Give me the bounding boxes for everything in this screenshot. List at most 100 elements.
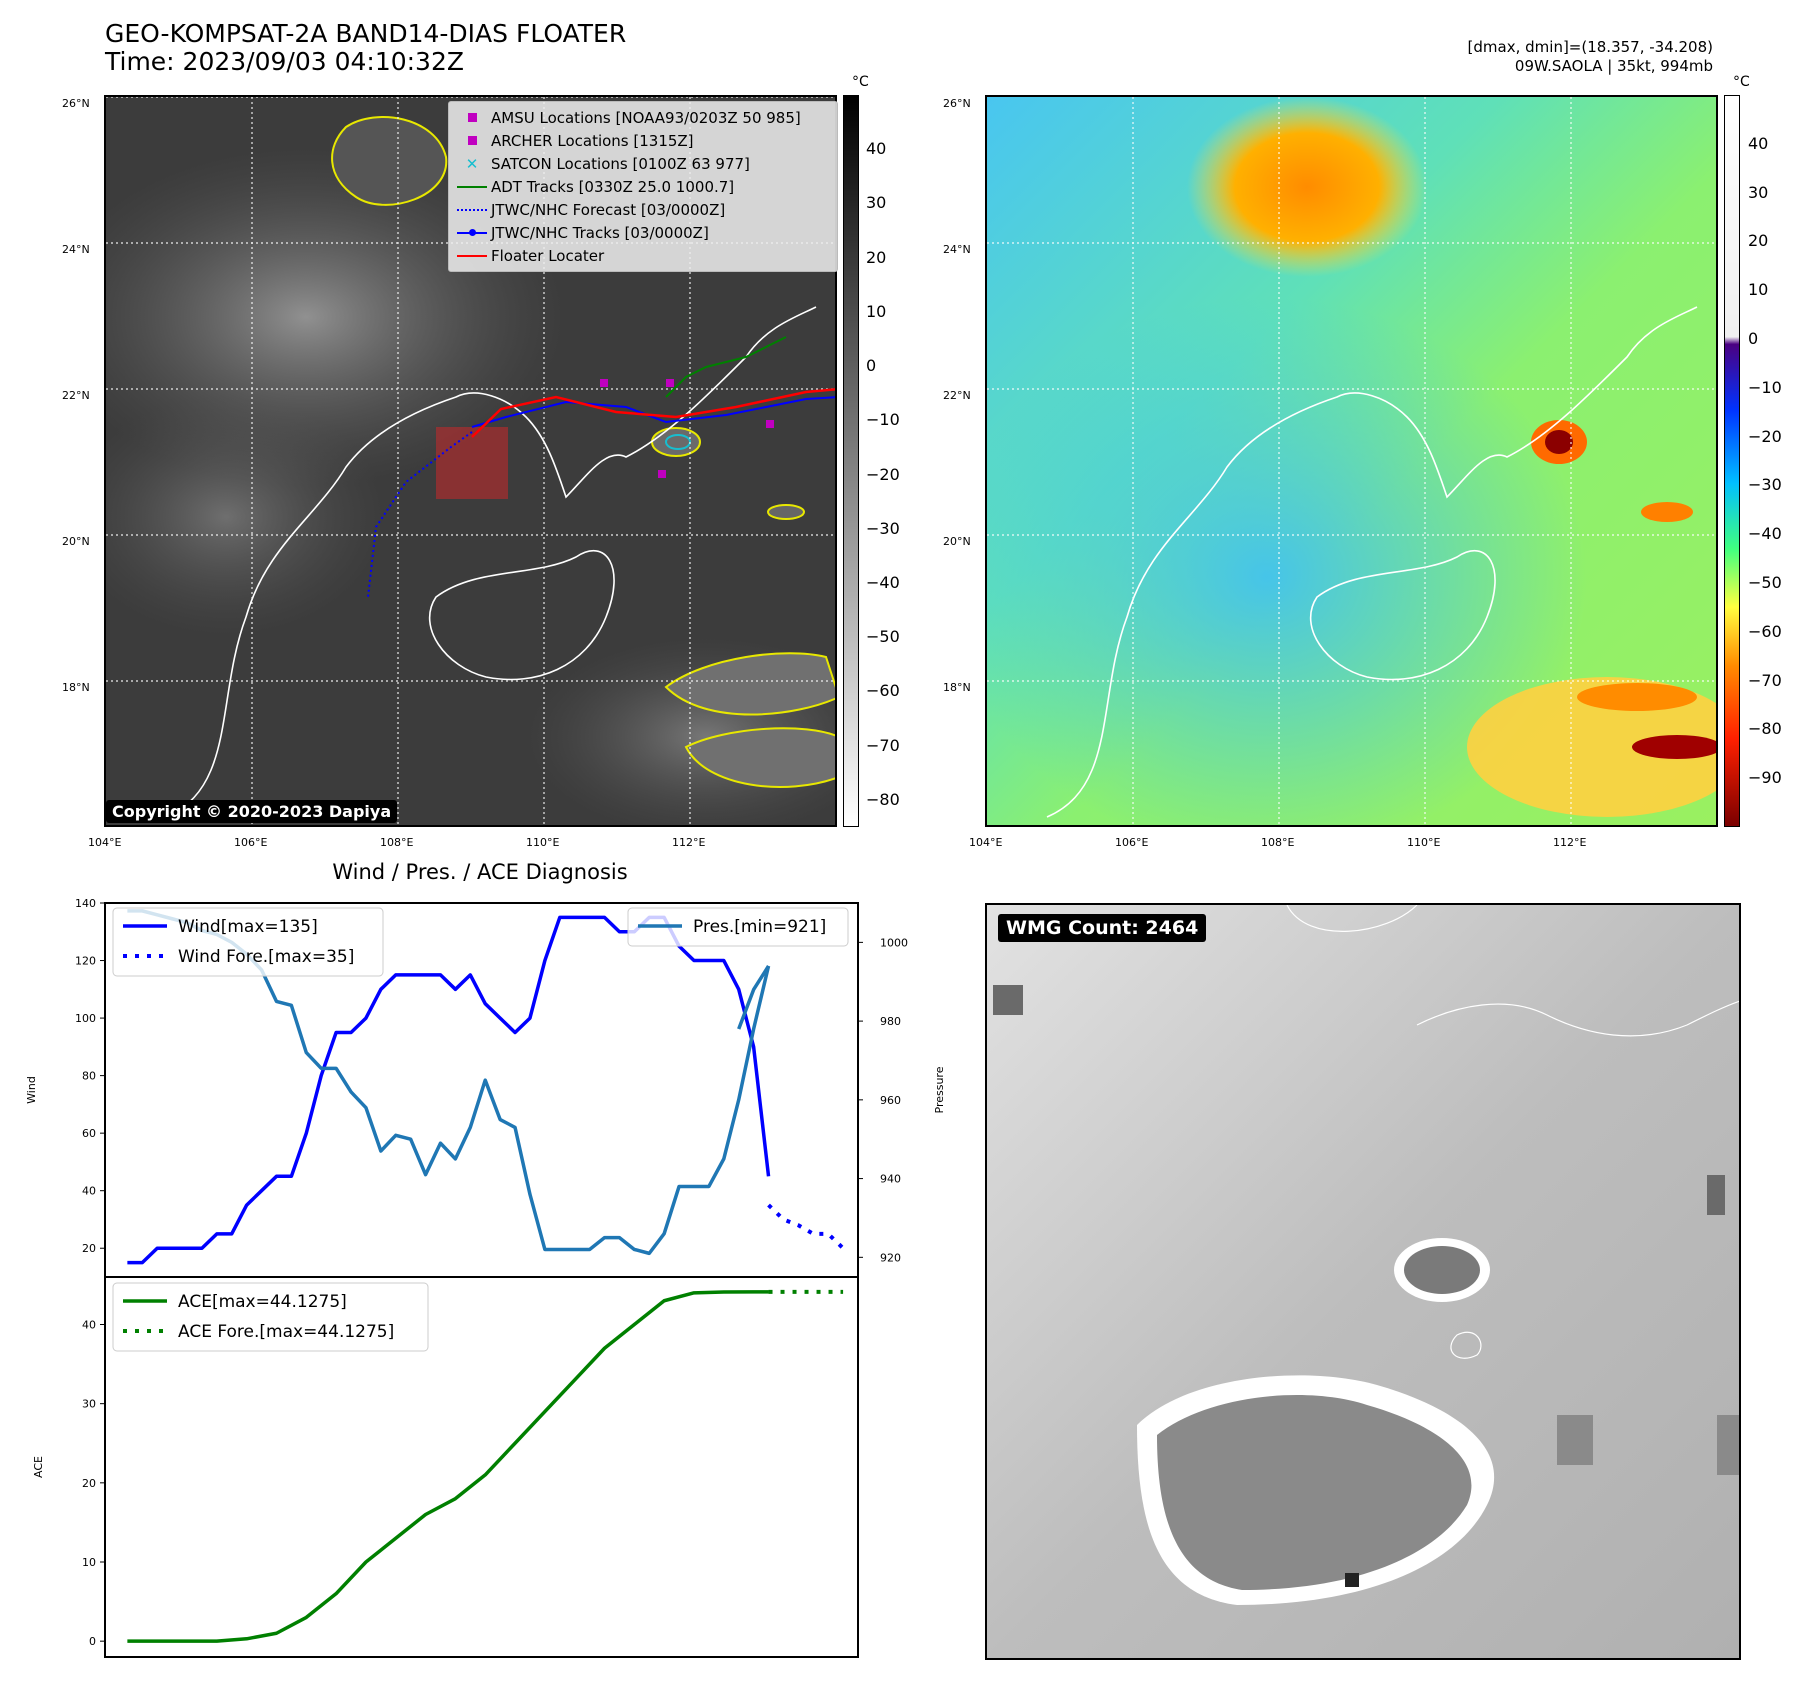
floater-box [436,427,508,499]
lon-label: 106°E [234,836,268,849]
legend-item-jtwc-tracks: JTWC/NHC Tracks [03/0000Z] [453,221,833,244]
pressure-legend [627,907,849,947]
timestamp: Time: 2023/09/03 04:10:32Z [105,47,464,76]
right-colorbar-tick-label: −80 [1748,719,1782,739]
lat-label: 18°N [62,681,90,694]
diagnosis-title: Wind / Pres. / ACE Diagnosis [332,860,628,884]
square-marker-icon [467,136,477,145]
pressure-tick-label: 920 [880,1251,901,1264]
pressure-tick-label: 940 [880,1173,901,1186]
lat-label: 22°N [62,389,90,402]
wind-tick-label: 80 [82,1070,96,1083]
ace-axis-label: ACE [32,1456,45,1478]
left-colorbar-tick-label: 20 [866,247,887,267]
right-colorbar-tick-label: −40 [1748,524,1782,544]
wind-tick-label: 60 [82,1127,96,1140]
wind-legend [112,907,384,977]
ace-axes [104,1276,859,1658]
dmax-dmin: [dmax, dmin]=(18.357, -34.208) [1467,38,1713,56]
legend-item-jtwc-forecast: JTWC/NHC Forecast [03/0000Z] [453,198,833,221]
wmg-count-badge: WMG Count: 2464 [998,914,1207,942]
legend-label: ACE Fore.[max=44.1275] [178,1322,394,1342]
wind-tick-label: 40 [82,1185,96,1198]
left-colorbar-tick-label: −20 [866,464,900,484]
wind-forecast-line [767,1203,845,1250]
lon-label: 110°E [1407,836,1441,849]
right-colorbar-unit: °C [1733,74,1750,90]
adt-track [665,336,787,398]
zoom-image [987,905,1739,1658]
legend-label: Pres.[min=921] [693,917,826,937]
lon-label: 108°E [1261,836,1295,849]
line-marker-icon [457,254,487,257]
right-colorbar-tick-label: −10 [1748,377,1782,397]
lon-label: 112°E [672,836,706,849]
right-colorbar-tick-label: 30 [1748,182,1769,202]
wind-tick-label: 100 [75,1012,96,1025]
legend-label: Wind[max=135] [178,917,318,937]
right-colorbar-tick-label: −20 [1748,426,1782,446]
color-map-panel [985,95,1718,827]
ace-tick-label: 20 [82,1477,96,1490]
left-colorbar-tick-label: −50 [866,627,900,647]
left-colorbar-tick-label: −60 [866,681,900,701]
lon-label: 104°E [969,836,1003,849]
left-colorbar-tick-label: 0 [866,356,877,376]
wind-tick-label: 140 [75,897,96,910]
lat-label: 26°N [943,97,971,110]
lon-label: 108°E [380,836,414,849]
wind-tick-label: 120 [75,955,96,968]
right-colorbar-tick-label: 0 [1748,329,1759,348]
lat-label: 22°N [943,389,971,402]
right-colorbar [1724,95,1740,827]
storm-stats: [dmax, dmin]=(18.357, -34.208) 09W.SAOLA… [1468,38,1713,76]
ace-series-line [127,1290,769,1643]
left-colorbar-tick-label: −70 [866,735,900,755]
legend-item-amsu: AMSU Locations [NOAA93/0203Z 50 985] [453,106,833,129]
amsu-location [600,379,608,387]
left-colorbar-tick-label: −10 [866,410,900,430]
right-colorbar-tick-label: −70 [1748,670,1782,690]
chart-title: GEO-KOMPSAT-2A BAND14-DIAS FLOATER Time:… [105,20,626,76]
diagnosis-chart: 20 40 60 80 100 120 140 920 940 960 980 1000 0 10 20 30… [25,897,946,1658]
lat-label: 24°N [943,243,971,256]
storm-info: 09W.SAOLA | 35kt, 994mb [1514,57,1713,75]
zoom-panel [985,903,1741,1660]
legend-label: ACE[max=44.1275] [178,1292,347,1312]
lon-label: 106°E [1115,836,1149,849]
lat-label: 20°N [943,535,971,548]
pressure-tick-label: 1000 [880,936,908,949]
right-colorbar-tick-label: −60 [1748,621,1782,641]
left-colorbar-tick-label: −40 [866,573,900,592]
legend-item-floater: Floater Locater [453,244,833,267]
line-dot-icon [457,228,487,236]
right-colorbar-tick-label: 40 [1748,133,1769,153]
lat-label: 18°N [943,681,971,694]
ace-tick-label: 0 [89,1635,96,1648]
wind-axis-label: Wind [25,1076,38,1104]
pressure-series-line [737,965,771,1030]
left-colorbar-tick-label: −30 [866,518,900,538]
left-colorbar-unit: °C [852,74,869,90]
ace-tick-label: 40 [82,1319,96,1332]
wind-tick-label: 20 [82,1242,96,1255]
archer-location [766,420,774,428]
line-marker-icon [457,185,487,188]
pressure-tick-label: 960 [880,1094,901,1107]
left-colorbar-tick-label: 40 [866,139,887,159]
left-colorbar-tick-label: 10 [866,301,887,321]
legend-item-satcon: ✕ SATCON Locations [0100Z 63 977] [453,152,833,175]
right-colorbar-tick-label: 10 [1748,280,1769,300]
lat-label: 20°N [62,535,90,548]
right-colorbar-tick-label: −50 [1748,573,1782,592]
ace-tick-label: 10 [82,1556,96,1569]
legend-item-adt: ADT Tracks [0330Z 25.0 1000.7] [453,175,833,198]
x-marker-icon: ✕ [465,154,479,173]
dotted-line-icon [457,208,487,211]
ace-legend [112,1282,429,1352]
lon-label: 110°E [526,836,560,849]
right-colorbar-tick-label: −90 [1748,768,1782,788]
square-marker-icon [467,113,477,122]
archer-location [658,470,666,478]
product-title: GEO-KOMPSAT-2A BAND14-DIAS FLOATER [105,19,627,48]
